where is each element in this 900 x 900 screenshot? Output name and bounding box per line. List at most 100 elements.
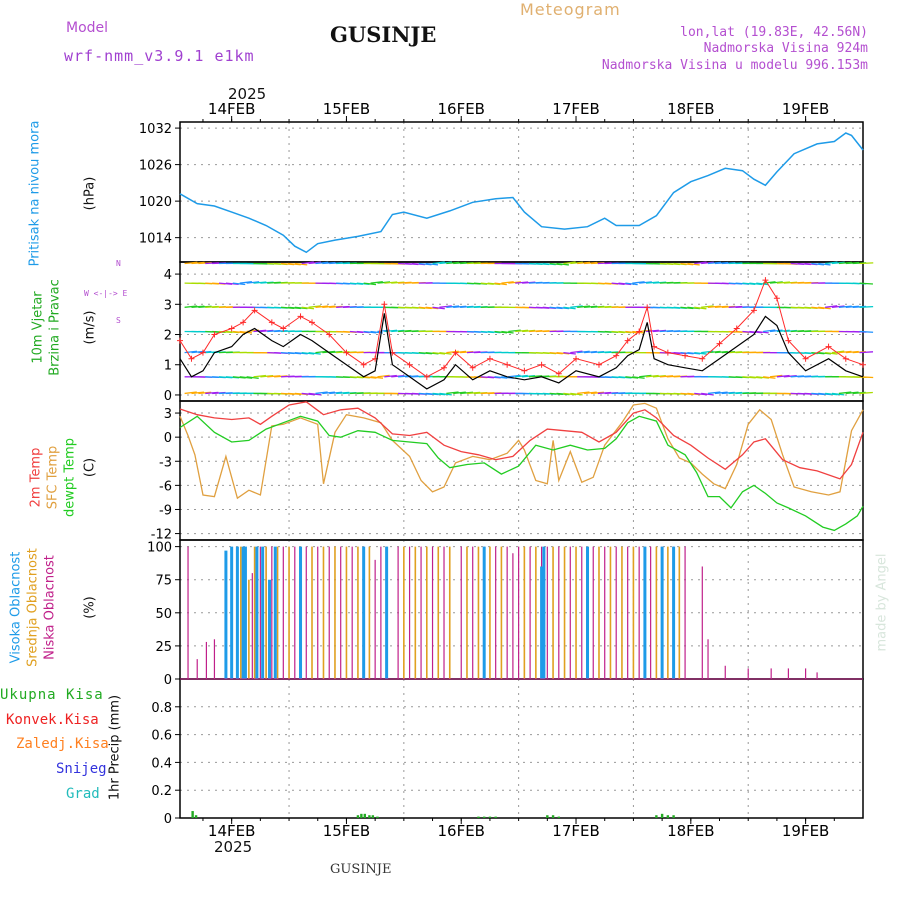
xtick-label-top: 18FEB: [667, 100, 714, 118]
wind-arrow: [184, 305, 198, 308]
wind-arrow: [439, 352, 452, 355]
wind-gust-line: [179, 278, 864, 378]
wind-arrow: [439, 392, 452, 396]
panel-frame: [179, 539, 864, 680]
wind-arrow: [831, 392, 845, 396]
xtick-label-bottom: 15FEB: [323, 822, 370, 840]
precip-bar: [376, 816, 379, 818]
wind-arrow: [639, 281, 652, 284]
wind-arrow: [701, 261, 714, 265]
model-altitude-readout: Nadmorska Visina u modelu 996.153m: [601, 58, 868, 73]
wind-arrow: [687, 262, 700, 266]
wind-arrow: [515, 329, 529, 333]
wind-arrow: [584, 350, 597, 354]
wind-arrow: [294, 262, 308, 266]
wind-arrow: [232, 282, 246, 286]
wind-arrow: [363, 282, 377, 286]
wind-arrow: [694, 306, 707, 310]
wind-arrow: [363, 330, 377, 334]
wind-arrow: [707, 391, 721, 395]
ytick-label: 0: [164, 812, 172, 827]
precip-bar: [191, 811, 194, 818]
wind-arrow: [446, 350, 459, 354]
precip-bar: [660, 813, 664, 818]
ytick-label: 0: [164, 431, 172, 446]
wind-arrow: [508, 281, 522, 284]
product-name: Meteogram: [520, 0, 621, 19]
wind-arrow: [384, 329, 398, 333]
wind-arrow: [460, 391, 474, 395]
xtick-label-top: 19FEB: [782, 100, 829, 118]
wind-arrow: [763, 376, 776, 379]
wind-arrow: [198, 391, 212, 395]
precip-bar: [557, 816, 561, 818]
sfc-temp-line: [179, 402, 864, 500]
wind-arrow: [645, 329, 659, 333]
pressure-line: [179, 132, 864, 254]
temp-ylabel-sfc: SFC Temp: [45, 445, 61, 510]
ytick-label: 0: [164, 389, 172, 404]
wind-speed-line: [179, 313, 864, 390]
ytick-label: 3: [164, 298, 172, 313]
wind-arrow: [838, 305, 852, 308]
wind-arrow: [253, 374, 267, 378]
wind-arrow: [714, 350, 728, 354]
wind-arrow: [556, 306, 570, 310]
wind-arrow: [632, 281, 645, 284]
precip-unit: 1hr Precip (mm): [107, 694, 123, 801]
ytick-label: 75: [155, 574, 172, 589]
wind-arrow: [838, 350, 852, 354]
temp-ylabel-2m: 2m Temp: [28, 447, 44, 508]
ytick-label: 100: [147, 541, 172, 556]
wind-arrow: [370, 281, 383, 284]
wind-arrow: [701, 392, 714, 396]
wind-arrow: [563, 306, 576, 310]
wind-arrow: [439, 261, 453, 265]
wind-arrow: [556, 262, 569, 266]
wind-arrow: [322, 305, 336, 308]
wind-arrow: [845, 391, 859, 395]
wind-arrow: [246, 281, 260, 284]
wind-arrow: [632, 376, 645, 379]
ytick-label: 1026: [139, 159, 172, 174]
temp-2m-line: [179, 401, 864, 480]
wind-arrow: [701, 305, 714, 308]
wind-arrow: [825, 352, 838, 355]
wind-arrow: [831, 261, 845, 265]
wind-arrow: [687, 306, 700, 310]
xtick-label-bottom: 17FEB: [552, 822, 599, 840]
wind-arrow: [377, 374, 390, 378]
wind-arrow: [818, 262, 831, 266]
wind-arrow: [818, 306, 831, 310]
cloud-ylabel-high: Visoka Oblacnost: [8, 551, 24, 664]
wind-arrow: [859, 305, 874, 308]
wind-arrow: [825, 261, 838, 265]
wind-arrow: [645, 374, 659, 378]
wind-arrow: [776, 374, 790, 378]
wind-arrow: [308, 305, 321, 308]
wind-arrow: [769, 374, 783, 378]
precip-legend-total: Ukupna Kisa: [0, 687, 104, 703]
ytick-label: -12: [151, 528, 172, 543]
wind-arrow: [859, 330, 874, 333]
wind-arrow: [563, 261, 576, 265]
precip-bar: [360, 813, 363, 818]
wind-arrow: [639, 374, 652, 378]
precip-bar: [363, 813, 367, 818]
wind-arrow: [769, 329, 783, 333]
wind-arrow: [652, 375, 666, 378]
station-footer: GUSINJE: [330, 862, 392, 877]
wind-arrow: [494, 330, 508, 334]
wind-arrow: [859, 282, 873, 285]
wind-arrow: [577, 391, 590, 395]
cloud-ylabel-mid: Srednja Oblacnost: [25, 548, 41, 667]
wind-arrow: [625, 330, 638, 334]
wind-arrow: [625, 282, 638, 286]
wind-arrow: [859, 351, 874, 354]
wind-arrow: [439, 305, 452, 308]
wind-ylabel-1: 10m Vjetar: [30, 291, 46, 364]
xtick-label-top: 14FEB: [208, 100, 255, 118]
precip-bar: [655, 815, 658, 818]
wind-arrow: [191, 305, 205, 308]
wind-arrow: [501, 281, 514, 284]
